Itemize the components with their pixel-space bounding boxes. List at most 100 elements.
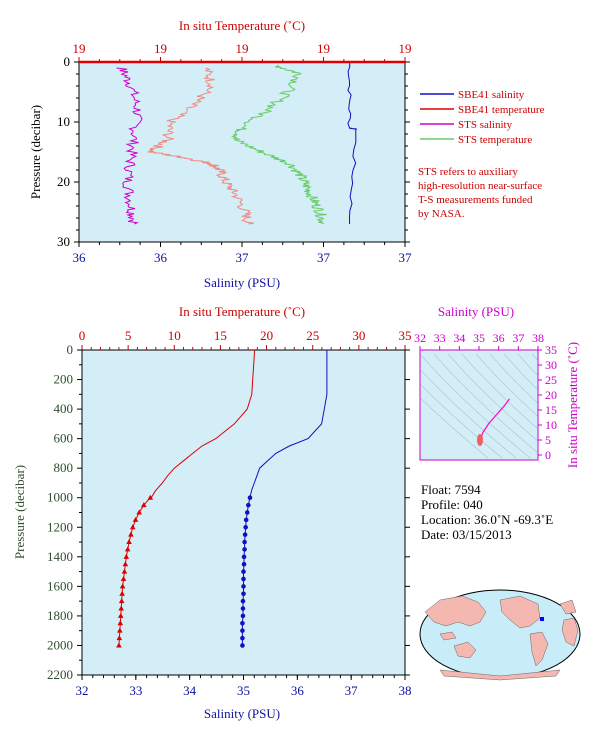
sts-note-line: by NASA. <box>418 208 465 220</box>
legend-label: STS salinity <box>458 119 513 131</box>
temperature-axis-tick-label: 10 <box>168 328 181 343</box>
salinity-axis-tick-label: 38 <box>399 683 412 698</box>
salinity-point <box>246 502 251 508</box>
temperature-axis-tick-label: 25 <box>306 328 319 343</box>
density-contour <box>489 353 538 404</box>
density-contour <box>475 353 538 417</box>
salinity-point <box>240 635 245 641</box>
temperature-point <box>116 635 123 641</box>
temperature-axis-tick-label: 15 <box>214 328 227 343</box>
temperature-point <box>119 590 125 596</box>
pressure-axis-tick-label: 1200 <box>47 519 73 534</box>
salinity-point <box>240 606 246 611</box>
density-contour <box>420 353 531 459</box>
pressure-axis-tick-label: 200 <box>54 372 74 387</box>
top-chart-xlabel: Salinity (PSU) <box>204 275 280 290</box>
series-line <box>230 64 327 225</box>
float-position-marker <box>540 617 544 621</box>
series-line <box>347 61 358 225</box>
temperature-point <box>123 553 130 559</box>
map-south-america <box>529 631 549 667</box>
top-axis-tick-label: 19 <box>317 41 330 56</box>
temperature-point <box>141 502 147 508</box>
ts-salinity-tick-label: 38 <box>532 331 544 345</box>
map-africa <box>561 617 579 647</box>
density-contour <box>447 353 538 442</box>
salinity-point <box>243 524 248 530</box>
y-axis-tick-label: 0 <box>64 54 71 69</box>
temperature-point <box>136 509 143 515</box>
temperature-point <box>116 642 122 648</box>
temperature-point <box>120 575 127 581</box>
main-chart-xlabel: Salinity (PSU) <box>204 706 280 721</box>
ts-density-contours <box>420 353 538 459</box>
bottom-axis-tick-label: 36 <box>73 250 87 265</box>
bottom-axis-tick-label: 37 <box>236 250 250 265</box>
temperature-point <box>122 561 129 567</box>
temperature-point <box>118 605 125 611</box>
density-contour <box>517 353 538 377</box>
bottom-axis-tick-label: 37 <box>399 250 413 265</box>
pressure-axis-tick-label: 800 <box>54 460 74 475</box>
temperature-axis-tick-label: 5 <box>125 328 132 343</box>
legend-label: SBE41 temperature <box>458 104 545 116</box>
salinity-point <box>244 510 250 515</box>
temperature-axis-tick-label: 35 <box>399 328 412 343</box>
temperature-point <box>132 516 139 522</box>
density-contour <box>420 383 503 459</box>
ts-chart-ylabel: In situ Temperature (˚C) <box>565 342 580 468</box>
temperature-point <box>117 612 124 618</box>
temperature-axis-tick-label: 0 <box>79 328 86 343</box>
temperature-point <box>126 539 132 545</box>
ts-temperature-tick-label: 30 <box>545 358 557 372</box>
salinity-point <box>240 598 246 604</box>
series-line <box>116 67 143 225</box>
ts-salinity-tick-label: 35 <box>473 331 485 345</box>
pressure-axis-tick-label: 2000 <box>47 637 73 652</box>
salinity-axis-tick-label: 32 <box>76 683 89 698</box>
ts-temperature-tick-label: 25 <box>545 373 557 387</box>
temperature-point <box>129 524 136 530</box>
ts-salinity-tick-label: 33 <box>434 331 446 345</box>
y-axis-tick-label: 20 <box>57 174 70 189</box>
sts-note: STS refers to auxiliary high-resolution n… <box>418 166 542 220</box>
temperature-point <box>119 583 126 589</box>
profile-date: Date: 03/15/2013 <box>421 527 512 542</box>
top-chart-title: In situ Temperature (˚C) <box>179 18 305 33</box>
float-location: Location: 36.0˚N -69.3˚E <box>421 512 553 527</box>
top-axis-tick-label: 19 <box>236 41 249 56</box>
ts-temperature-tick-label: 35 <box>545 343 557 357</box>
map-eurasia <box>424 595 487 627</box>
salinity-point <box>242 547 247 552</box>
top-chart-ylabel: Pressure (decibar) <box>28 105 43 199</box>
ts-temperature-tick-label: 15 <box>545 403 557 417</box>
salinity-point <box>241 584 246 589</box>
density-contour <box>420 397 489 459</box>
salinity-axis-tick-label: 33 <box>129 683 142 698</box>
salinity-profile-line <box>249 350 328 498</box>
bottom-axis-tick-label: 36 <box>154 250 168 265</box>
density-contour <box>461 353 538 430</box>
float-info: Float: 7594 Profile: 040 Location: 36.0˚… <box>421 482 553 542</box>
top-legend: SBE41 salinity SBE41 temperature STS salin… <box>420 89 545 146</box>
salinity-axis-tick-label: 37 <box>345 683 359 698</box>
legend-label: SBE41 salinity <box>458 89 525 101</box>
map-indonesia <box>439 631 457 641</box>
profile-number: Profile: 040 <box>421 497 483 512</box>
temperature-profile-line <box>150 349 256 498</box>
ts-temperature-tick-label: 10 <box>545 418 557 432</box>
main-plot-area <box>81 349 406 676</box>
main-chart: In situ Temperature (˚C) Salinity (PSU) … <box>12 304 412 721</box>
ts-chart-title: Salinity (PSU) <box>438 304 514 319</box>
ts-salinity-tick-label: 36 <box>493 331 505 345</box>
pressure-axis-tick-label: 2200 <box>47 667 73 682</box>
temperature-point <box>147 494 154 500</box>
pressure-axis-tick-label: 400 <box>54 401 74 416</box>
pressure-axis-tick-label: 1600 <box>47 578 73 593</box>
salinity-point <box>243 517 249 523</box>
temperature-point <box>117 620 124 626</box>
temperature-point <box>121 568 128 574</box>
main-chart-ylabel: Pressure (decibar) <box>12 465 27 559</box>
top-chart: In situ Temperature (˚C) Salinity (PSU) … <box>28 18 545 290</box>
